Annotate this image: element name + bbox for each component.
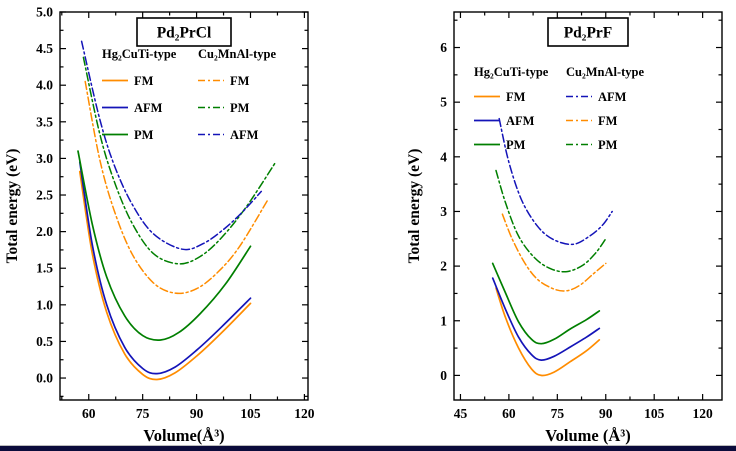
series-cu2mnal-afm <box>80 40 263 251</box>
series-hg2cuti-fm <box>495 287 601 377</box>
plot-frame <box>453 11 723 401</box>
tick-labels: 60 75 90 105 120 0.0 0.5 1.0 1.5 2.0 2.5 3.0 3.5 4.0 4… <box>36 5 315 422</box>
series-hg2cuti-afm <box>78 161 252 375</box>
y-tick-label: 1 <box>440 313 447 328</box>
chart-title-box: Pd₂PrF <box>547 17 629 47</box>
plot-frame <box>59 11 309 401</box>
x-tick-label: 60 <box>502 406 516 421</box>
plot-svg-pd2prcl: 60 75 90 105 120 0.0 0.5 1.0 1.5 2.0 2.5 3.0 3.5 4.0 4… <box>4 5 315 446</box>
legend-header: Hg₂CuTi-type <box>474 65 549 79</box>
y-tick-label: 4 <box>440 149 447 164</box>
legend-label-pm: PM <box>230 101 250 115</box>
x-tick-label: 60 <box>82 406 96 421</box>
chart-title-box: Pd₂PrCl <box>136 17 232 47</box>
x-tick-label: 120 <box>693 406 714 421</box>
legend-header: Hg₂CuTi-type <box>102 47 177 61</box>
series-hg2cuti-fm <box>78 170 252 381</box>
y-tick-label: 6 <box>440 40 447 55</box>
series-group <box>491 117 613 377</box>
series-cu2mnal-pm <box>495 169 607 273</box>
chart-title: Pd₂PrCl <box>157 25 212 42</box>
chart-pd2prcl: 60 75 90 105 120 0.0 0.5 1.0 1.5 2.0 2.5 3.0 3.5 4.0 4… <box>2 0 370 451</box>
y-tick-label: 0.0 <box>36 371 53 386</box>
legend: Hg₂CuTi-type FM AFM PM Cu₂MnAl-type FM PM AFM <box>102 47 277 142</box>
y-tick-label: 0 <box>440 368 447 383</box>
legend: Hg₂CuTi-type FM AFM PM Cu₂MnAl-type AFM FM PM <box>474 65 645 152</box>
x-tick-label: 45 <box>454 406 468 421</box>
legend-label-pm: PM <box>134 128 154 142</box>
x-tick-label: 105 <box>240 406 261 421</box>
series-cu2mnal-afm <box>498 117 613 246</box>
legend-header: Cu₂MnAl-type <box>566 65 645 79</box>
y-tick-label: 4.5 <box>36 41 53 56</box>
bottom-divider <box>0 445 736 451</box>
legend-label-afm: AFM <box>134 101 163 115</box>
y-axis-label: Total energy (eV) <box>4 149 21 264</box>
y-axis-label: Total energy (eV) <box>406 149 423 264</box>
y-tick-label: 2.5 <box>36 188 53 203</box>
y-tick-label: 3.0 <box>36 151 53 166</box>
x-tick-label: 90 <box>599 406 613 421</box>
y-tick-label: 4.0 <box>36 78 53 93</box>
legend-header: Cu₂MnAl-type <box>198 47 277 61</box>
legend-label-pm: PM <box>506 138 526 152</box>
axes-ticks <box>454 12 722 400</box>
y-tick-label: 3.5 <box>36 114 53 129</box>
legend-label-afm: AFM <box>506 114 535 128</box>
y-tick-label: 5 <box>440 95 447 110</box>
series-cu2mnal-fm <box>501 213 607 292</box>
x-tick-label: 75 <box>551 406 565 421</box>
x-tick-label: 75 <box>136 406 150 421</box>
legend-label-afm: AFM <box>230 128 259 142</box>
legend-label-pm: PM <box>598 138 618 152</box>
chart-pd2prf: 45 60 75 90 105 120 0 1 2 3 4 5 6 Volume (Å³) Total en… <box>404 0 736 451</box>
series-group <box>77 40 277 381</box>
legend-label-afm: AFM <box>598 90 627 104</box>
x-tick-label: 120 <box>294 406 315 421</box>
chart-title: Pd₂PrF <box>564 25 613 42</box>
y-tick-label: 5.0 <box>36 5 53 20</box>
x-axis-label: Volume (Å³) <box>545 426 630 445</box>
series-hg2cuti-pm <box>77 150 252 341</box>
series-hg2cuti-pm <box>491 262 601 345</box>
series-cu2mnal-fm <box>84 80 270 295</box>
y-tick-label: 1.5 <box>36 261 53 276</box>
y-tick-label: 2 <box>440 259 447 274</box>
axes-ticks <box>60 11 308 400</box>
x-axis-label: Volume(Å³) <box>143 426 224 445</box>
legend-label-fm: FM <box>230 74 250 88</box>
x-tick-label: 90 <box>190 406 204 421</box>
series-cu2mnal-pm <box>82 56 277 265</box>
y-tick-label: 1.0 <box>36 297 53 312</box>
series-hg2cuti-afm <box>491 277 601 361</box>
legend-label-fm: FM <box>134 74 154 88</box>
legend-label-fm: FM <box>598 114 618 128</box>
y-tick-label: 0.5 <box>36 334 53 349</box>
x-tick-label: 105 <box>644 406 665 421</box>
legend-label-fm: FM <box>506 90 526 104</box>
y-tick-label: 2.0 <box>36 224 53 239</box>
y-tick-label: 3 <box>440 204 447 219</box>
